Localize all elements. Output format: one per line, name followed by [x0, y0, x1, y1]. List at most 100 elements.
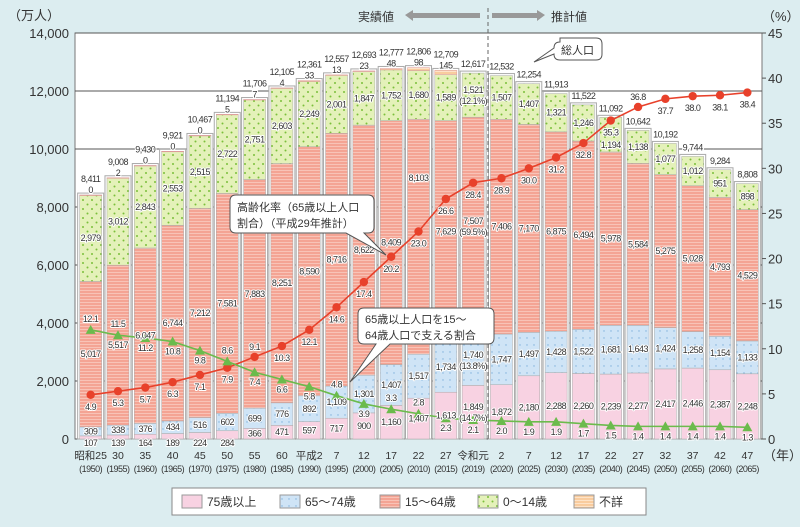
bar-segment-age0-14: [461, 72, 485, 118]
segment-value-label: 139: [111, 438, 125, 448]
aging-rate-point: [497, 174, 506, 183]
x-era-label: 30: [112, 450, 124, 462]
x-era-label: 7: [526, 450, 532, 462]
segment-value-label: 7,507: [463, 216, 484, 226]
segment-value-label: 1,643: [628, 344, 649, 354]
aging-rate-point: [688, 91, 697, 101]
y-tick-label: 2,000: [36, 374, 69, 389]
segment-value-label: 164: [139, 438, 153, 448]
aging-rate-label: 38.4: [740, 100, 756, 110]
segment-value-label: 8,103: [408, 173, 429, 183]
aging-rate-point: [386, 252, 396, 261]
aging-rate-point: [524, 164, 533, 173]
segment-value-label: 338: [111, 425, 125, 435]
y2-tick-label: 25: [768, 206, 782, 221]
total-label: 12,777: [379, 47, 404, 57]
x-era-label: 昭和25: [74, 450, 107, 462]
aging-rate-point: [359, 277, 369, 287]
aging-rate-label: 32.8: [576, 150, 592, 160]
segment-value-label: 2,843: [135, 202, 156, 212]
aging-rate-callout: 高齢化率（65歳以上人口 割合）（平成29年推計）: [229, 194, 387, 256]
segment-value-label: 7,170: [519, 223, 540, 233]
support-ratio-point: [523, 416, 534, 426]
segment-value-label: 13: [332, 65, 342, 75]
segment-value-label: 5: [225, 104, 230, 114]
aging-rate-point: [305, 325, 314, 335]
segment-value-label: 2,515: [190, 167, 211, 177]
bar-segment-age0-14: [490, 75, 513, 120]
segment-value-label: 2,249: [299, 109, 320, 119]
segment-value-label: 1,133: [737, 352, 758, 362]
segment-value-label: 366: [248, 429, 262, 439]
support-ratio-point: [468, 415, 479, 425]
bar-segment-unknown: [79, 194, 102, 196]
support-ratio-point: [386, 404, 397, 414]
support-ratio-label: 2.1: [468, 425, 480, 435]
support-ratio-point: [660, 421, 671, 431]
bar-segment-unknown: [379, 68, 403, 71]
aging-rate-point: [277, 341, 287, 351]
support-callout-line1: 65歳以上人口を15～: [365, 313, 466, 326]
x-year-label: (1970): [188, 464, 212, 474]
segment-value-label: 4,529: [737, 270, 758, 280]
y2-tick-label: 0: [768, 432, 775, 447]
legend-label: 0～14歳: [503, 495, 547, 509]
segment-value-label: 0: [88, 185, 93, 195]
support-ratio-label: 4.8: [331, 380, 343, 390]
segment-value-label: 1,613: [436, 411, 457, 421]
support-ratio-label: 1.4: [715, 431, 727, 441]
segment-value-label: 2,260: [573, 401, 594, 411]
support-ratio-label: 1.5: [605, 430, 617, 440]
total-label: 9,008: [108, 157, 129, 167]
total-label: 11,092: [599, 103, 623, 113]
x-year-label: (1990): [298, 464, 322, 474]
y2-tick-label: 40: [768, 71, 782, 86]
aging-rate-label: 14.6: [329, 314, 345, 324]
support-ratio-point: [633, 421, 644, 431]
projected-label: 推計値: [551, 9, 587, 24]
segment-value-label: 1,680: [408, 90, 429, 100]
aging-rate-label: 28.4: [465, 190, 481, 200]
total-label: 9,921: [163, 130, 184, 140]
segment-value-label: 2,417: [655, 399, 676, 409]
x-axis-unit: （年）: [763, 448, 800, 463]
aging-rate-point: [250, 352, 259, 362]
x-year-label: (2000): [352, 464, 376, 474]
x-era-label: 27: [632, 450, 644, 462]
segment-value-label: 1,521: [463, 85, 484, 95]
segment-value-label: 145: [439, 60, 453, 70]
segment-value-label: 898: [741, 192, 755, 202]
segment-value-label: 2,001: [327, 99, 348, 109]
x-era-label: 60: [276, 450, 288, 462]
aging-rate-label: 5.7: [140, 395, 152, 405]
support-ratio-label: 1.7: [578, 429, 590, 439]
segment-value-label: 6,494: [573, 230, 594, 240]
segment-value-label: 2,248: [737, 401, 758, 411]
segment-value-label: 1,872: [491, 407, 512, 417]
aging-rate-label: 7.1: [194, 382, 206, 392]
segment-value-label: 1,428: [546, 347, 567, 357]
segment-value-label: 2,277: [628, 401, 649, 411]
segment-value-label: 8,716: [327, 255, 348, 265]
x-era-label: 12: [550, 450, 562, 462]
support-ratio-label: 1.4: [660, 431, 672, 441]
segment-value-label: 224: [193, 438, 207, 448]
segment-value-label: 1,734: [436, 362, 457, 372]
support-ratio-label: 2.0: [496, 426, 508, 436]
segment-value-label: 1,507: [491, 92, 512, 102]
total-label: 8,808: [737, 170, 758, 180]
segment-value-label: 892: [302, 404, 316, 414]
support-ratio-label: 9.8: [194, 356, 206, 366]
x-year-label: (2015): [434, 464, 458, 474]
total-callout-text: 総人口: [561, 43, 594, 57]
support-ratio-point: [304, 381, 315, 391]
total-label: 12,806: [406, 47, 431, 57]
x-era-label: 2: [499, 450, 505, 462]
x-year-label: (1980): [243, 464, 267, 474]
support-ratio-point: [194, 345, 205, 355]
y-tick-label: 0: [62, 432, 69, 447]
segment-value-label: 33: [305, 71, 315, 81]
segment-value-label: 8,251: [272, 278, 293, 288]
segment-value-label: 2,288: [546, 401, 567, 411]
